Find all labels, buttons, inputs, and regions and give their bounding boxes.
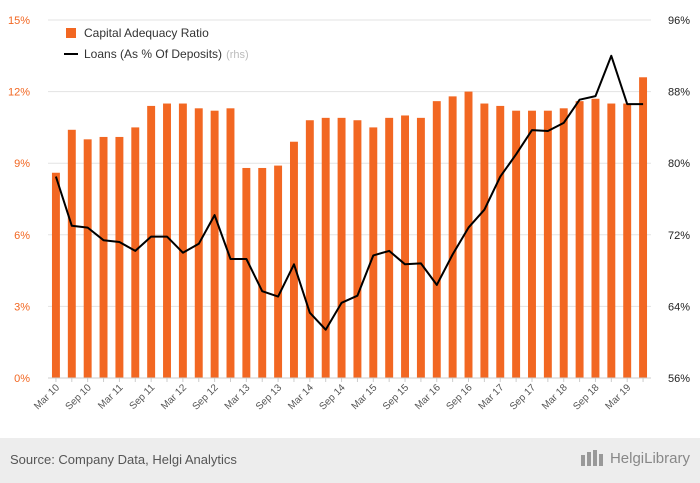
bar	[591, 98, 600, 378]
x-tick-label: Mar 11	[96, 382, 126, 412]
x-tick-label: Sep 16	[444, 382, 474, 412]
x-tick-label: Mar 13	[223, 382, 253, 412]
x-tick-label: Mar 19	[604, 382, 634, 412]
bar	[559, 108, 568, 378]
x-tick-label: Mar 16	[413, 382, 443, 412]
x-tick-label: Sep 17	[508, 382, 538, 412]
bar	[480, 103, 489, 379]
y-left-tick-label: 6%	[14, 230, 30, 242]
bar	[147, 105, 156, 379]
bar	[512, 110, 521, 379]
bar	[575, 101, 584, 378]
right-axis: 56% 64% 72% 80% 88% 96%	[668, 15, 690, 385]
library-icon	[580, 450, 603, 466]
line-path	[54, 54, 644, 331]
bar	[163, 103, 171, 379]
bar	[432, 101, 441, 378]
x-tick-label: Mar 14	[286, 382, 316, 412]
bar	[369, 127, 378, 379]
bar	[528, 110, 536, 379]
bar	[305, 120, 314, 379]
bar	[178, 103, 187, 379]
y-left-tick-label: 0%	[14, 373, 30, 385]
bar	[258, 167, 267, 378]
bar-series	[51, 77, 648, 379]
bar	[274, 165, 283, 378]
y-right-tick-label: 96%	[668, 15, 690, 27]
left-axis: 0% 3% 6% 9% 12% 15%	[8, 15, 30, 385]
x-tick-label: Sep 18	[571, 382, 601, 412]
bar	[623, 103, 632, 379]
bar	[401, 115, 410, 378]
x-tick-label: Sep 11	[128, 382, 158, 412]
x-tick-label: Mar 18	[540, 382, 570, 412]
y-right-tick-label: 88%	[668, 87, 690, 99]
y-left-tick-label: 15%	[8, 15, 30, 27]
bar	[496, 105, 505, 379]
bar	[639, 77, 648, 378]
legend-label-loans: Loans (As % Of Deposits)	[84, 47, 222, 61]
bar	[242, 167, 251, 378]
y-left-tick-label: 3%	[14, 301, 30, 313]
bar	[226, 108, 235, 378]
bar	[464, 91, 473, 378]
legend: Capital Adequacy Ratio Loans (As % Of Dep…	[64, 26, 249, 61]
y-right-tick-label: 64%	[668, 301, 690, 313]
bar	[210, 110, 219, 379]
y-right-tick-label: 56%	[668, 373, 690, 385]
x-tick-label: Mar 17	[477, 382, 507, 412]
y-left-tick-label: 9%	[14, 158, 30, 170]
y-right-tick-label: 72%	[668, 230, 690, 242]
chart-canvas: 0% 3% 6% 9% 12% 15% 56% 64% 72% 80% 88% 96% Mar 10…	[8, 15, 690, 413]
bar	[131, 127, 140, 379]
brand-name: HelgiLibrary	[609, 449, 690, 467]
source-note: Source: Company Data, Helgi Analytics	[10, 452, 237, 467]
y-right-tick-label: 80%	[668, 158, 690, 170]
x-tick-label: Sep 15	[381, 382, 411, 412]
y-left-tick-label: 12%	[8, 87, 30, 99]
bar	[448, 96, 457, 378]
bar	[67, 129, 76, 378]
legend-label-capital-adequacy: Capital Adequacy Ratio	[84, 26, 209, 40]
bar	[337, 117, 346, 378]
bar	[51, 172, 60, 378]
brand-logo[interactable]: HelgiLibrary	[580, 449, 690, 467]
legend-rhs-note: (rhs)	[226, 49, 249, 61]
x-tick-label: Mar 10	[32, 382, 62, 412]
x-axis: Mar 10 Sep 10 Mar 11 Sep 11 Mar 12 Sep 12 Mar …	[32, 377, 651, 413]
bar	[543, 110, 552, 379]
x-tick-label: Mar 15	[350, 382, 380, 412]
bar	[416, 117, 425, 378]
bar	[289, 141, 298, 378]
bar	[607, 103, 616, 379]
bar	[385, 117, 394, 378]
x-tick-label: Mar 12	[159, 382, 189, 412]
legend-swatch-bar	[66, 28, 76, 38]
bar	[99, 136, 108, 378]
bar	[321, 117, 330, 378]
bar	[115, 136, 124, 378]
x-tick-label: Sep 14	[317, 382, 347, 412]
bar	[353, 120, 362, 379]
footer: Source: Company Data, Helgi Analytics He…	[0, 438, 700, 483]
x-tick-label: Sep 13	[254, 382, 284, 412]
bar	[83, 139, 92, 378]
x-tick-label: Sep 12	[191, 382, 221, 412]
x-tick-label: Sep 10	[64, 382, 94, 412]
line-series	[54, 54, 644, 331]
